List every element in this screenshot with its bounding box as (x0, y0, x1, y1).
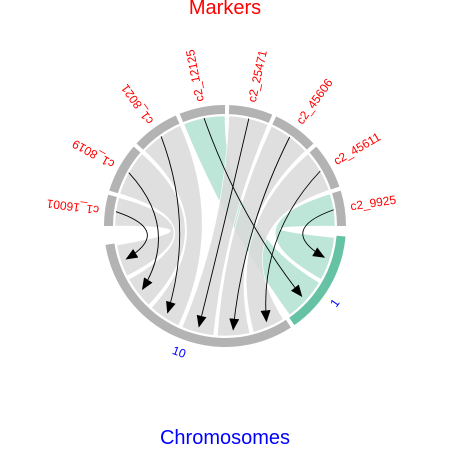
arrow-c1_8019-to-10 (128, 172, 159, 291)
arrow-c2_45606-to-10 (229, 136, 291, 331)
arrow-c1_8021-to-10 (160, 136, 181, 314)
segment-c1_16001 (104, 194, 117, 226)
marker-label-c2_45606: c2_45606 (293, 76, 336, 127)
arrow-c1_16001-to-10 (115, 211, 148, 260)
link-c1_8019-to-10 (119, 153, 186, 306)
segment-c1_8021 (136, 115, 180, 150)
chromosomes-title: Chromosomes (159, 427, 291, 449)
arrow-c2_9925-to-1 (302, 209, 334, 258)
link-c1_8021-to-10 (144, 125, 203, 327)
segment-c1_8019 (109, 146, 141, 194)
segment-chromosome-1 (289, 235, 346, 326)
link-c2_25471-to-10 (181, 115, 269, 336)
arrow-c2_45611-to-10 (260, 170, 321, 323)
marker-label-c2_25471: c2_25471 (245, 49, 270, 104)
segment-c2_9925 (332, 190, 346, 226)
chromosome-label-10: 10 (170, 343, 188, 361)
chromosome-label-1: 1 (327, 296, 342, 310)
marker-label-c1_8021: c1_8021 (118, 81, 156, 127)
marker-label-c1_16001: c1_16001 (45, 196, 99, 217)
marker-label-c2_12125: c2_12125 (183, 48, 207, 103)
link-c2_45611-to-10 (245, 153, 330, 333)
segment-chromosome-10 (105, 243, 291, 347)
marker-label-c2_45611: c2_45611 (331, 130, 383, 168)
segment-c2_25471 (228, 105, 273, 123)
segments-layer (104, 105, 346, 347)
markers-title: Markers (188, 0, 262, 19)
arrow-c2_25471-to-10 (196, 118, 250, 328)
marker-label-c1_8019: c1_8019 (70, 137, 117, 172)
segment-c2_12125 (179, 105, 225, 123)
arrow-c2_12125-to-1 (203, 117, 303, 298)
marker-label-c2_9925: c2_9925 (349, 193, 397, 214)
segment-c2_45611 (309, 146, 340, 190)
links-layer (114, 115, 336, 337)
segment-c2_45606 (272, 116, 314, 150)
